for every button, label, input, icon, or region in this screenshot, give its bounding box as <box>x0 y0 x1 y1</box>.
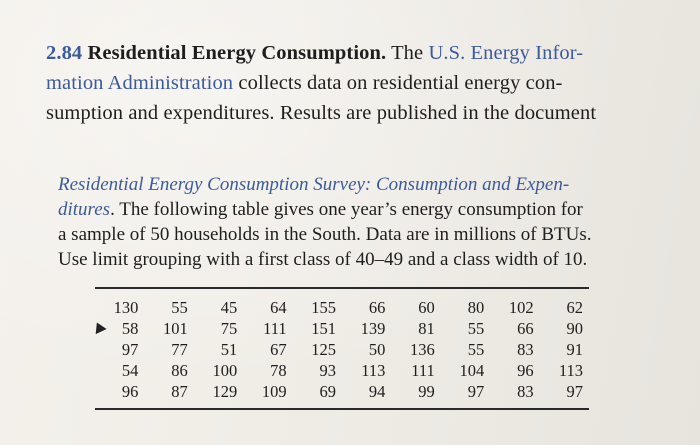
table-cell: 45 <box>220 298 238 317</box>
table-cell: 58 <box>121 319 139 338</box>
table-cell: 83 <box>517 340 534 359</box>
table-row: 58 101 75 111 151 139 81 55 66 90 <box>95 318 589 339</box>
table-cell: 77 <box>171 340 188 359</box>
passage: Residential Energy Consumption Survey: C… <box>58 172 648 272</box>
table-cell: 96 <box>121 382 139 401</box>
problem-number: 2.84 <box>46 42 83 64</box>
table-cell: 125 <box>311 340 336 359</box>
table-cell: 93 <box>319 361 337 380</box>
table-cell: 66 <box>517 319 534 338</box>
table-cell: 78 <box>270 361 287 380</box>
problem-line-2-text: collects data on residential energy con- <box>233 72 563 94</box>
table-cell: 130 <box>113 298 139 317</box>
table-cell: 109 <box>261 382 287 401</box>
table-cell: 151 <box>311 319 336 338</box>
problem-line-1: 2.84 Residential Energy Consumption. The… <box>46 38 658 68</box>
problem-line-3-text: sumption and expenditures. Results are p… <box>46 102 597 124</box>
table-row: 54 86 100 78 93 113 111 104 96 113 <box>95 360 589 381</box>
table-cell: 55 <box>171 298 188 317</box>
table-cell: 60 <box>418 298 435 317</box>
table-cell: 97 <box>121 340 139 359</box>
table-cell: 100 <box>212 361 238 380</box>
passage-line-4: Use limit grouping with a first class of… <box>58 249 588 270</box>
problem-line-1-text: The <box>391 42 429 64</box>
table-cell: 94 <box>368 382 386 401</box>
problem-title: Residential Energy Consumption. <box>87 42 387 64</box>
table-cell: 50 <box>368 340 386 359</box>
table-cell: 99 <box>418 382 435 401</box>
table-cell: 104 <box>459 361 485 380</box>
table-cell: 155 <box>311 298 336 317</box>
table-cell: 62 <box>566 298 584 317</box>
table-cell: 97 <box>467 382 485 401</box>
problem-line-3: sumption and expenditures. Results are p… <box>46 98 658 128</box>
passage-line-3: a sample of 50 households in the South. … <box>58 224 592 245</box>
table-cell: 139 <box>360 319 386 338</box>
agency-name-part-2: mation Administration <box>46 72 234 94</box>
passage-line-2: ditures. The following table gives one y… <box>58 197 648 222</box>
table-cell: 101 <box>163 319 188 338</box>
table-cell: 75 <box>220 319 238 338</box>
table-cell: 64 <box>270 298 287 317</box>
table-cell: 87 <box>171 382 188 401</box>
problem-statement: 2.84 Residential Energy Consumption. The… <box>46 38 658 128</box>
table-cell: 66 <box>368 298 386 317</box>
table-cell: 69 <box>319 382 337 401</box>
table-cell: 67 <box>270 340 287 359</box>
table-cell: 81 <box>418 319 435 338</box>
table-cell: 111 <box>263 319 287 338</box>
table-cell: 129 <box>212 382 238 401</box>
table-cell: 83 <box>517 382 534 401</box>
energy-data-table: 130 55 45 64 155 66 60 80 102 62 58 101 … <box>95 287 589 410</box>
table-cell: 90 <box>566 319 584 338</box>
passage-line-2-text: . The following table gives one year’s e… <box>110 199 583 220</box>
passage-line-2-ital: ditures <box>58 199 111 220</box>
agency-name-part-1: U.S. Energy Infor- <box>428 42 584 64</box>
table-row: 130 55 45 64 155 66 60 80 102 62 <box>95 297 589 318</box>
table-cell: 102 <box>508 298 534 317</box>
table-cell: 97 <box>566 382 584 401</box>
table-cell: 96 <box>517 361 534 380</box>
table-cell: 111 <box>411 361 435 380</box>
table-cell: 91 <box>566 340 584 359</box>
table-cell: 86 <box>171 361 188 380</box>
table-row: 96 87 129 109 69 94 99 97 83 97 <box>95 381 589 402</box>
table-row: 97 77 51 67 125 50 136 55 83 91 <box>95 339 589 360</box>
table-cell: 55 <box>467 340 485 359</box>
table-cell: 113 <box>558 361 583 380</box>
table-cell: 80 <box>467 298 485 317</box>
table-cell: 51 <box>220 340 238 359</box>
table-cell: 113 <box>361 361 386 380</box>
table-cell: 136 <box>410 340 435 359</box>
table-cell: 54 <box>121 361 139 380</box>
table-cell: 55 <box>467 319 485 338</box>
passage-line-1: Residential Energy Consumption Survey: C… <box>58 174 570 195</box>
problem-line-2: mation Administration collects data on r… <box>46 68 658 98</box>
